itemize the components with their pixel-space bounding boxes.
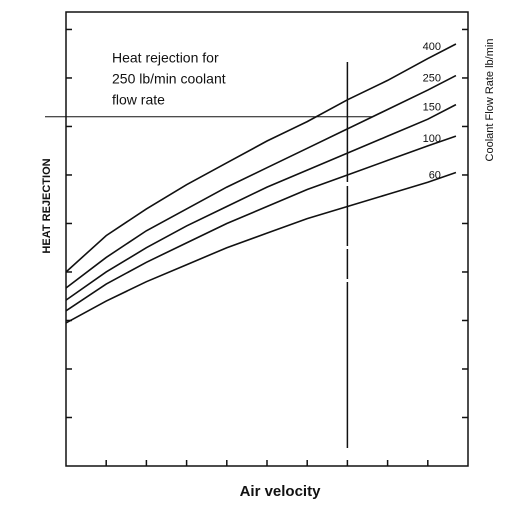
annotation: flow rate bbox=[112, 92, 165, 108]
curve bbox=[65, 74, 457, 289]
annotation: Heat rejection for bbox=[112, 50, 219, 66]
curve bbox=[65, 171, 457, 324]
y-axis-label: HEAT REJECTION bbox=[41, 158, 53, 253]
y2-axis-label: Coolant Flow Rate lb/min bbox=[484, 39, 496, 162]
curve-label: 150 bbox=[423, 102, 441, 114]
x-axis-label: Air velocity bbox=[240, 483, 322, 500]
curve bbox=[65, 43, 457, 273]
curve-label: 400 bbox=[423, 41, 441, 53]
curve-label: 250 bbox=[423, 72, 441, 84]
curve bbox=[65, 135, 457, 312]
annotation: 250 lb/min coolant bbox=[112, 71, 226, 87]
curve bbox=[65, 103, 457, 301]
curve-label: 60 bbox=[429, 169, 441, 181]
curve-label: 100 bbox=[423, 133, 441, 145]
